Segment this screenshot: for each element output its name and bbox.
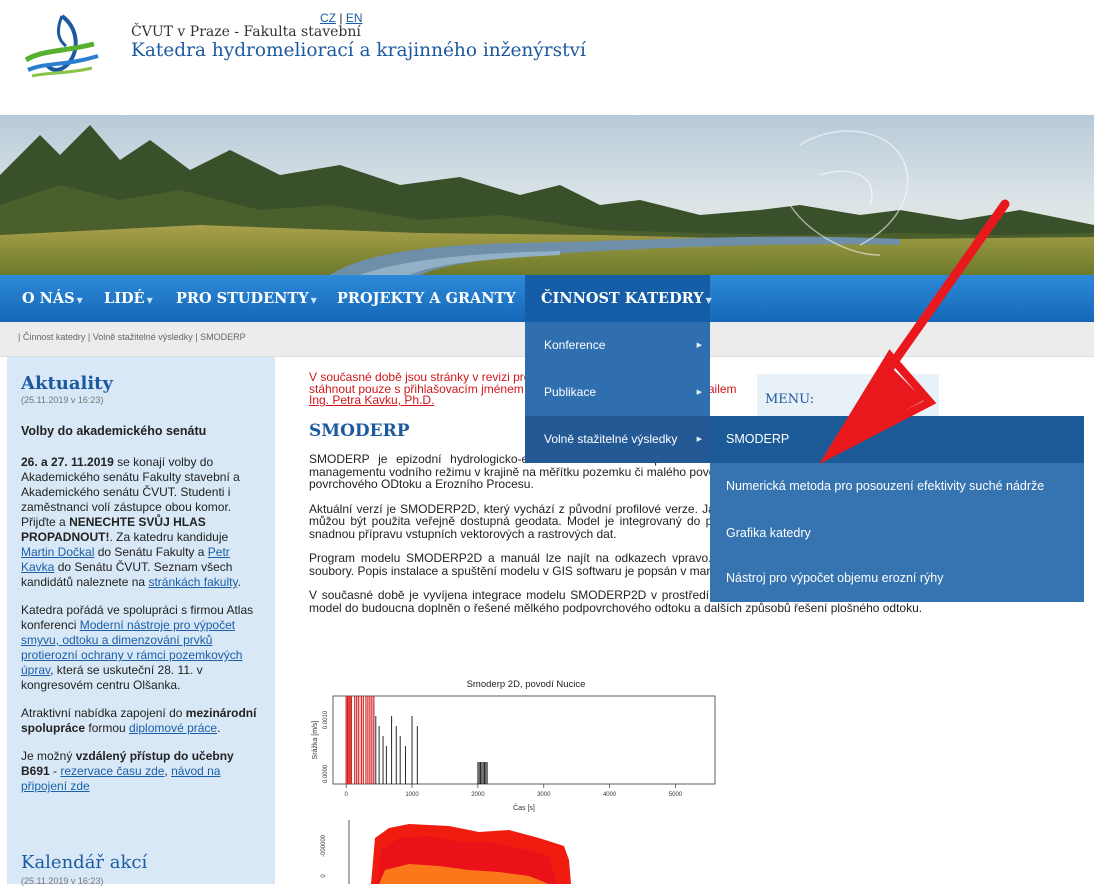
nav-label: PROJEKTY A GRANTY (337, 290, 516, 307)
y-tick-label: 0.0000 (323, 764, 329, 783)
chevron-right-icon: ▶ (696, 342, 702, 349)
news-date: (25.11.2019 v 16:23) (21, 395, 104, 405)
plot-frame (332, 695, 716, 785)
text: . (237, 575, 241, 589)
x-axis-label: Čas [s] (513, 803, 535, 812)
nav-item-pro-studenty[interactable]: PRO STUDENTY ▼ (176, 275, 317, 322)
candidate-link-dockal[interactable]: Martin Dočkal (21, 545, 95, 559)
runoff-heatmap-chart: -000000 0 (321, 820, 571, 884)
submenu-item-nastroj-erozni-ryhy[interactable]: Nástroj pro výpočet objemu erozní rýhy (726, 571, 944, 585)
news-paragraph-conference: Katedra pořádá ve spolupráci s firmou At… (21, 603, 264, 693)
x-tick-label-0: 0 (345, 792, 349, 798)
candidate-link-kavka[interactable]: Petr Kavka (21, 545, 230, 574)
news-headline: Volby do akademického senátu (21, 424, 207, 438)
y-tick-label: -000000 (321, 834, 327, 857)
connection-guide-link[interactable]: návod na připojení zde (21, 764, 221, 793)
y-axis-label: Srážka [m/s] (312, 721, 319, 760)
chevron-down-icon: ▼ (76, 295, 83, 305)
nav-item-o-nas[interactable]: O NÁS ▼ (22, 275, 83, 322)
menu-label: Publikace (544, 385, 597, 399)
chevron-down-icon: ▼ (146, 295, 153, 305)
text: V současné době jsou stránky v revizi pr… (309, 370, 737, 396)
y-tick-label: 0 (321, 874, 327, 878)
vysledky-submenu: SMODERP Numerická metoda pro posouzení e… (710, 416, 1084, 602)
calendar-date: (25.11.2019 v 16:23) (21, 876, 104, 886)
menu-item-konference[interactable]: Konference ▶ (525, 322, 710, 369)
text: se konají volby do Akademického senátu F… (21, 455, 240, 529)
text: . Za katedru kandiduje (109, 530, 229, 544)
black-bars-group (375, 716, 488, 784)
x-tick-label-4: 4000 (603, 792, 617, 798)
submenu-item-smoderp[interactable]: SMODERP (710, 416, 1084, 463)
submenu-item-numericka-metoda[interactable]: Numerická metoda pro posouzení efektivit… (726, 479, 1045, 493)
page-title: SMODERP (309, 420, 410, 441)
x-tick-label-2: 2000 (471, 792, 485, 798)
strong-text: mezinárodní spolupráce (21, 706, 257, 735)
menu-item-volne-stazitelne-vysledky[interactable]: Volně stažitelné výsledky ▶ (525, 416, 710, 463)
text: - (49, 764, 61, 778)
red-bars-group (345, 696, 375, 784)
chevron-right-icon: ▶ (696, 389, 702, 396)
menu-label: Konference (544, 338, 606, 352)
strong-text: vzdálený přístup do učebny B691 (21, 749, 234, 778)
text: . (217, 721, 221, 735)
text: , která se uskuteční 28. 11. v kongresov… (21, 663, 203, 692)
cinnost-dropdown-menu: Konference ▶ Publikace ▶ Volně stažitelné … (525, 322, 710, 463)
news-paragraph-remote-access: Je možný vzdálený přístup do učebny B691… (21, 749, 264, 794)
text: do Senátu ČVUT. Seznam všech kandidátů n… (21, 560, 233, 589)
lang-en-link[interactable]: EN (345, 11, 363, 25)
revision-warning: V současné době jsou stránky v revizi pr… (309, 370, 739, 407)
nav-label: ČINNOST KATEDRY (541, 290, 704, 307)
x-tick-label-5: 5000 (669, 792, 683, 798)
news-paragraph-cooperation: Atraktivní nabídka zapojení do mezinárod… (21, 706, 264, 736)
main-navigation: O NÁS ▼ LIDÉ ▼ PRO STUDENTY ▼ PROJEKTY A GR… (0, 275, 1094, 322)
precipitation-chart: Smoderp 2D, povodí Nucice 0 1000 2000 3000 4… (312, 679, 716, 812)
landscape-banner (0, 115, 1094, 275)
department-name[interactable]: Katedra hydromeliorací a krajinného inže… (131, 40, 586, 61)
language-switcher: CZ | EN (320, 11, 362, 25)
lang-cz-link[interactable]: CZ (320, 11, 336, 25)
conference-link[interactable]: Moderní nástroje pro výpočet smyvu, odto… (21, 618, 243, 677)
chevron-right-icon: ▶ (696, 436, 702, 443)
text: Katedra pořádá ve spolupráci s firmou At… (21, 603, 254, 632)
x-tick-label-1: 1000 (405, 792, 419, 798)
news-sidebar: Aktuality (25.11.2019 v 16:23) Volby do … (7, 357, 275, 884)
right-menu-title: MENU: (765, 392, 815, 407)
lang-separator: | (339, 11, 343, 25)
reservation-link[interactable]: rezervace času zde (60, 764, 165, 778)
nav-item-projekty-a-granty[interactable]: PROJEKTY A GRANTY (337, 275, 516, 322)
y-tick-label: 0.0010 (323, 710, 329, 729)
chart-title: Smoderp 2D, povodí Nucice (467, 679, 586, 690)
calendar-title: Kalendář akcí (21, 852, 148, 873)
menu-label: Volně stažitelné výsledky (544, 432, 678, 446)
faculty-pages-link[interactable]: stránkách fakulty (148, 575, 238, 589)
university-name: ČVUT v Praze - Fakulta stavební (131, 24, 361, 40)
nav-item-cinnost-katedry[interactable]: ČINNOST KATEDRY ▼ (525, 275, 712, 322)
heatmap-hot (379, 864, 549, 884)
strong-text: NENECHTE SVŮJ HLAS PROPADNOUT! (21, 515, 206, 544)
text: do Senátu Fakulty a (94, 545, 208, 559)
nav-item-lide[interactable]: LIDÉ ▼ (104, 275, 153, 322)
submenu-item-grafika-katedry[interactable]: Grafika katedry (726, 526, 811, 540)
nav-label: LIDÉ (104, 290, 145, 307)
news-paragraph-elections: 26. a 27. 11.2019 se konají volby do Aka… (21, 455, 264, 590)
nav-label: O NÁS (22, 290, 75, 307)
menu-item-publikace[interactable]: Publikace ▶ (525, 369, 710, 416)
x-ticks-group: 0 1000 2000 3000 4000 5000 (345, 784, 683, 798)
department-logo[interactable] (22, 10, 102, 88)
chevron-down-icon: ▼ (705, 295, 712, 305)
site-header: CZ | EN ČVUT v Praze - Fakulta stavební … (0, 0, 1094, 115)
thesis-link[interactable]: diplomové práce (129, 721, 218, 735)
news-title: Aktuality (21, 373, 113, 394)
nav-label: PRO STUDENTY (176, 290, 309, 307)
text: , (164, 764, 172, 778)
contact-link[interactable]: Ing. Petra Kavku, Ph.D. (309, 393, 435, 407)
text: Atraktivní nabídka zapojení do (21, 706, 186, 720)
chevron-down-icon: ▼ (310, 295, 317, 305)
text: formou (85, 721, 130, 735)
x-tick-label-3: 3000 (537, 792, 551, 798)
text: Je možný (21, 749, 76, 763)
election-dates: 26. a 27. 11.2019 (21, 455, 114, 469)
